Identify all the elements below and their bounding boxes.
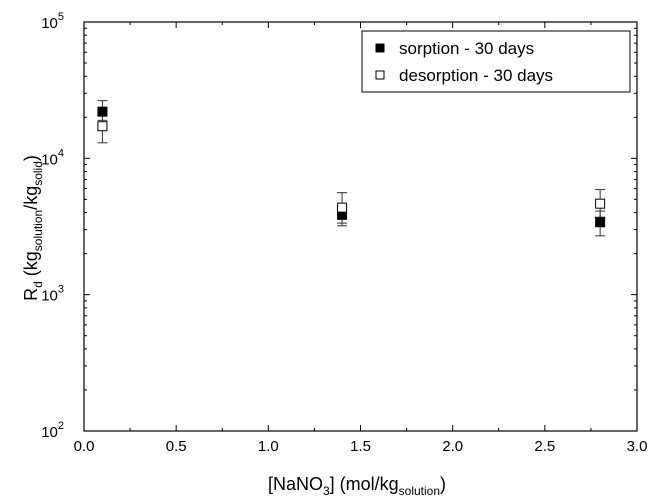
x-tick-label: 1.0 bbox=[258, 438, 279, 455]
y-tick-label: 105 bbox=[41, 11, 64, 32]
x-axis-ticks: 0.0 0.5 1.0 1.5 2.0 2.5 3.0 bbox=[74, 22, 648, 455]
legend-box bbox=[361, 30, 631, 93]
sorption-point bbox=[595, 217, 606, 228]
legend: sorption - 30 days desorption - 30 days bbox=[361, 30, 631, 93]
legend-marker-sorption bbox=[375, 43, 385, 53]
y-tick-label: 103 bbox=[41, 284, 64, 305]
x-tick-label: 3.0 bbox=[627, 438, 648, 455]
legend-label-desorption: desorption - 30 days bbox=[399, 66, 553, 85]
desorption-point bbox=[97, 121, 108, 132]
y-axis-ticks: 102 103 104 105 bbox=[41, 11, 637, 441]
desorption-point bbox=[337, 202, 348, 213]
desorption-point bbox=[595, 198, 606, 209]
x-tick-label: 0.5 bbox=[166, 438, 187, 455]
y-tick-label: 102 bbox=[41, 420, 64, 441]
data-markers bbox=[97, 106, 606, 228]
x-axis-label: [NaNO3] (mol/kgsolution) bbox=[268, 474, 446, 497]
legend-marker-desorption bbox=[375, 70, 385, 80]
legend-label-sorption: sorption - 30 days bbox=[399, 39, 534, 58]
x-tick-label: 1.5 bbox=[350, 438, 371, 455]
x-tick-label: 2.0 bbox=[442, 438, 463, 455]
y-tick-label: 104 bbox=[41, 147, 64, 168]
x-tick-label: 0.0 bbox=[74, 438, 95, 455]
y-axis-label: Rd (kgsolution/kgsolid) bbox=[21, 155, 45, 301]
sorption-point bbox=[97, 106, 108, 117]
x-tick-label: 2.5 bbox=[534, 438, 555, 455]
error-bars bbox=[97, 100, 606, 237]
